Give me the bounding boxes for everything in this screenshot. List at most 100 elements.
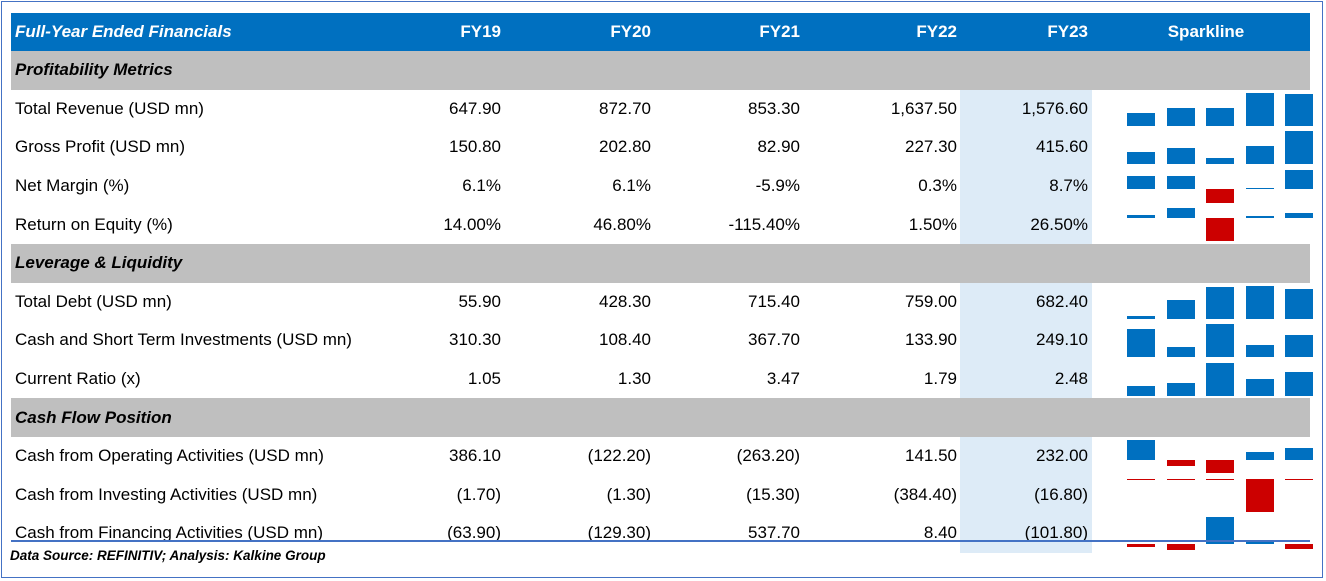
value-cell-fy22: 0.3% <box>918 176 957 196</box>
value-cell-fy20: 6.1% <box>612 176 651 196</box>
sparkline-bar <box>1245 378 1274 396</box>
value-cell-fy23: 8.7% <box>1049 176 1088 196</box>
sparkline-bar <box>1166 459 1195 466</box>
sparkline-bar <box>1127 439 1155 460</box>
value-cell-fy21: 853.30 <box>748 98 800 118</box>
sparkline-bar <box>1285 288 1313 319</box>
sparkline <box>1109 128 1313 167</box>
value-cell-fy20: (129.30) <box>587 523 651 543</box>
sparkline-bar <box>1245 146 1274 165</box>
fy23-highlight <box>960 166 1092 206</box>
row-label: Cash from Financing Activities (USD mn) <box>15 523 323 543</box>
fy23-highlight <box>960 514 1092 553</box>
value-cell-fy22: 759.00 <box>905 291 957 311</box>
section-header: Leverage & Liquidity <box>11 243 1310 283</box>
value-cell-fy22: 8.40 <box>923 523 957 543</box>
table-row: Gross Profit (USD mn) 150.80 202.80 82.90 22… <box>11 128 1313 167</box>
financials-table: Full-Year Ended Financials FY19 FY20 FY2… <box>11 13 1313 553</box>
section-header: Profitability Metrics <box>11 51 1310 90</box>
sparkline <box>1109 321 1313 360</box>
value-cell-fy19: (63.90) <box>447 523 501 543</box>
sparkline-bar <box>1285 334 1313 358</box>
value-cell-fy23: 682.40 <box>1036 291 1088 311</box>
sparkline <box>1109 476 1313 515</box>
value-cell-fy23: (16.80) <box>1034 484 1088 504</box>
sparkline <box>1109 437 1313 476</box>
sparkline-bar <box>1206 517 1234 544</box>
table-row: Total Revenue (USD mn) 647.90 872.70 853.30… <box>11 89 1313 129</box>
value-cell-fy22: 141.50 <box>905 446 957 466</box>
value-cell-fy20: (1.30) <box>606 484 651 504</box>
value-cell-fy19: 386.10 <box>449 446 501 466</box>
sparkline-bar <box>1166 108 1195 126</box>
sparkline-bar <box>1206 478 1234 481</box>
sparkline-bar <box>1245 478 1274 512</box>
table-row: Return on Equity (%) 14.00% 46.80% -115.40%… <box>11 205 1313 244</box>
sparkline-header: Sparkline <box>1167 22 1245 41</box>
table-row: Cash from Investing Activities (USD mn) (… <box>11 475 1313 515</box>
bottom-divider <box>11 540 1310 542</box>
sparkline-bar <box>1285 543 1313 549</box>
value-cell-fy22: 227.30 <box>905 137 957 157</box>
section-header: Cash Flow Position <box>11 398 1310 437</box>
value-cell-fy22: 1.50% <box>908 214 957 234</box>
row-label: Total Revenue (USD mn) <box>15 98 204 118</box>
sparkline-bar <box>1285 169 1313 190</box>
sparkline-bar <box>1206 287 1234 319</box>
fy23-highlight <box>960 205 1092 244</box>
data-source-footer: Data Source: REFINITIV; Analysis: Kalkin… <box>10 548 326 563</box>
value-cell-fy20: (122.20) <box>587 446 651 466</box>
row-label: Total Debt (USD mn) <box>15 291 172 311</box>
row-label: Gross Profit (USD mn) <box>15 137 186 157</box>
row-label: Return on Equity (%) <box>15 214 173 234</box>
sparkline-bar <box>1206 108 1234 126</box>
table-row: Cash from Operating Activities (USD mn) 3… <box>11 436 1313 476</box>
value-cell-fy21: 3.47 <box>766 369 800 389</box>
row-label: Net Margin (%) <box>15 176 130 196</box>
sparkline-bar <box>1245 285 1274 319</box>
fy23-highlight <box>960 321 1092 360</box>
sparkline <box>1109 360 1313 399</box>
sparkline-bar <box>1166 208 1195 218</box>
table-title: Full-Year Ended Financials <box>15 22 232 41</box>
sparkline-bar <box>1285 478 1313 481</box>
value-cell-fy23: 415.60 <box>1036 137 1088 157</box>
value-cell-fy21: (15.30) <box>746 484 800 504</box>
row-label: Cash from Operating Activities (USD mn) <box>15 446 324 466</box>
sparkline-bar <box>1245 542 1274 544</box>
sparkline-bar <box>1127 316 1155 319</box>
fy23-highlight <box>960 436 1092 476</box>
value-cell-fy23: 249.10 <box>1036 330 1088 350</box>
sparkline-bar <box>1166 383 1195 396</box>
value-cell-fy20: 108.40 <box>599 330 651 350</box>
value-cell-fy19: (1.70) <box>456 484 501 504</box>
fy23-highlight <box>960 128 1092 167</box>
sparkline-bar <box>1166 299 1195 319</box>
value-cell-fy22: (384.40) <box>893 484 957 504</box>
sparkline-bar <box>1206 217 1234 242</box>
sparkline <box>1109 90 1313 129</box>
sparkline-bar <box>1127 543 1155 547</box>
sparkline-bar <box>1166 347 1195 358</box>
sparkline-bar <box>1127 215 1155 218</box>
sparkline-bar <box>1166 175 1195 190</box>
table-row: Current Ratio (x) 1.05 1.30 3.47 1.79 2.48 <box>11 359 1313 399</box>
year-header-fy20: FY20 <box>610 22 651 41</box>
value-cell-fy23: 1,576.60 <box>1021 98 1088 118</box>
value-cell-fy23: 2.48 <box>1054 369 1088 389</box>
year-header-fy19: FY19 <box>460 22 501 41</box>
value-cell-fy19: 647.90 <box>449 98 501 118</box>
value-cell-fy20: 428.30 <box>599 291 651 311</box>
sparkline-bar <box>1166 478 1195 481</box>
sparkline <box>1109 167 1313 206</box>
value-cell-fy20: 46.80% <box>593 214 651 234</box>
sparkline-bar <box>1206 157 1234 165</box>
sparkline-bar <box>1127 385 1155 396</box>
value-cell-fy20: 1.30 <box>617 369 651 389</box>
value-cell-fy21: 82.90 <box>757 137 800 157</box>
value-cell-fy23: 232.00 <box>1036 446 1088 466</box>
fy23-highlight <box>960 475 1092 515</box>
value-cell-fy19: 6.1% <box>462 176 501 196</box>
row-label: Cash from Investing Activities (USD mn) <box>15 484 318 504</box>
